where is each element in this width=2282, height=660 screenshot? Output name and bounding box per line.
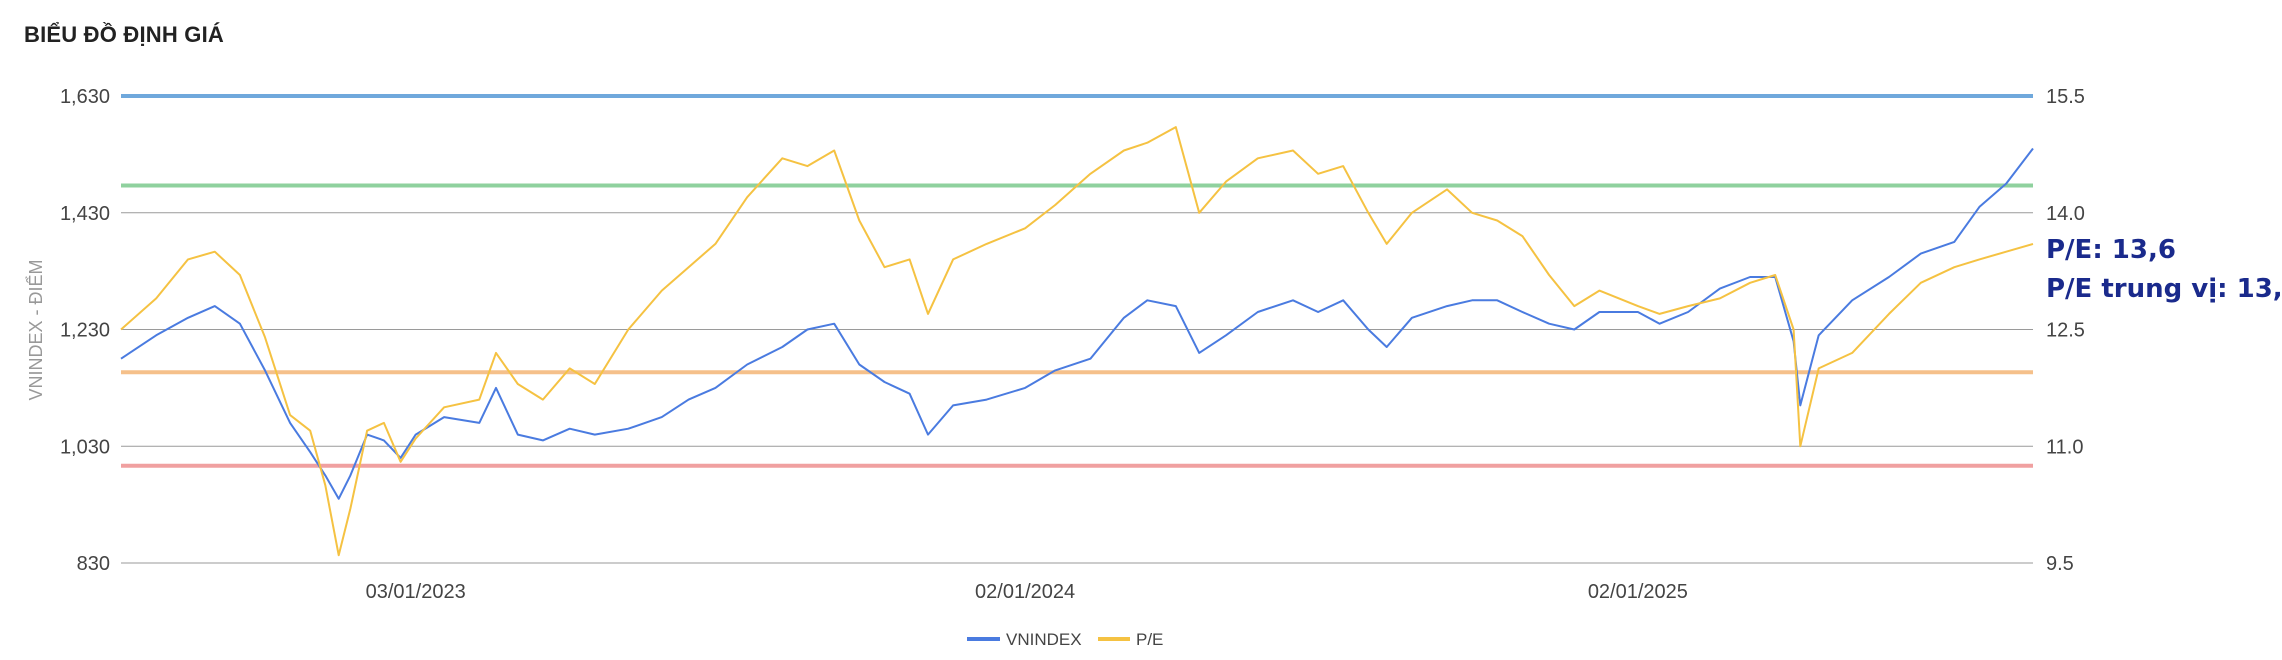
grid-lines [121,95,2033,564]
left-tick-label: 1,030 [60,436,110,458]
left-tick-label: 830 [77,553,110,575]
legend-label-vnindex: VNINDEX [1006,630,1082,649]
right-tick-label: 9.5 [2046,553,2074,575]
x-tick-label: 03/01/2023 [366,581,466,603]
right-tick-label: 12.5 [2046,320,2085,342]
legend-label-pe: P/E [1136,630,1163,649]
series-line-pe [120,126,2034,557]
left-y-axis: 1,630 1,430 1,230 1,030 830 [60,86,110,575]
left-tick-label: 1,630 [60,86,110,108]
right-tick-label: 11.0 [2046,436,2083,458]
left-tick-label: 1,430 [60,203,110,225]
pe-median-annotation: P/E trung vị: 13,1 [2046,274,2282,304]
pe-current-annotation: P/E: 13,6 [2046,235,2176,265]
right-tick-label: 14.0 [2046,203,2085,225]
chart-title: BIỂU ĐỒ ĐỊNH GIÁ [24,22,224,47]
legend: VNINDEX P/E [967,630,1163,649]
x-tick-label: 02/01/2024 [975,581,1075,603]
left-tick-label: 1,230 [60,320,110,342]
right-tick-label: 15.5 [2046,86,2085,108]
right-y-axis: 15.5 14.0 12.5 11.0 9.5 [2046,86,2085,575]
x-tick-label: 02/01/2025 [1588,581,1688,603]
x-axis: 03/01/2023 02/01/2024 02/01/2025 [366,581,1688,603]
series-line-vnindex [120,147,2034,500]
reference-lines [121,94,2033,468]
series-lines [120,126,2034,557]
y-axis-label: VNINDEX - ĐIỂM [25,259,46,400]
